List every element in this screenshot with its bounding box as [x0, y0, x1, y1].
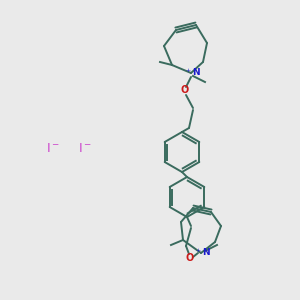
Text: $^+$N: $^+$N	[194, 246, 210, 258]
Text: $^+$N: $^+$N	[184, 66, 200, 78]
Text: O: O	[186, 253, 194, 263]
Text: I$^-$: I$^-$	[78, 142, 92, 154]
Text: I$^-$: I$^-$	[46, 142, 60, 154]
Text: O: O	[181, 85, 189, 95]
